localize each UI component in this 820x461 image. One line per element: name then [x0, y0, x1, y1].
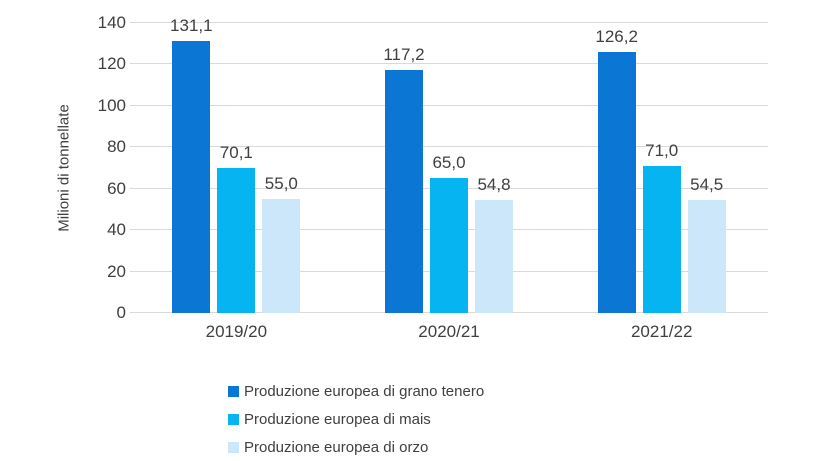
bar-value-label: 54,8	[477, 174, 511, 194]
legend-swatch	[228, 441, 239, 453]
bar-slot: 65,0	[430, 153, 468, 313]
bar-slot: 54,5	[687, 175, 726, 313]
x-axis-labels: 2019/20 2020/21 2021/22	[130, 322, 768, 342]
legend-label: Produzione europea di grano tenero	[244, 382, 485, 400]
bar	[385, 70, 423, 313]
legend-swatch	[228, 385, 239, 397]
x-axis-label-2019/20: 2019/20	[205, 322, 268, 341]
bar-slot: 131,1	[170, 16, 213, 313]
bar-value-label: 131,1	[170, 16, 213, 36]
y-tick-label-20: 20	[107, 261, 126, 281]
bar	[172, 41, 211, 313]
legend: Produzione europea di grano tenero Produz…	[228, 377, 484, 461]
y-tick-label-60: 60	[107, 178, 126, 198]
bar-slot: 126,2	[595, 27, 638, 313]
y-axis-tick-labels: 0 20 40 60 80 100 120 140	[0, 13, 126, 322]
bar-slot: 71,0	[642, 141, 681, 313]
legend-item: Produzione europea di mais	[228, 405, 484, 433]
bar	[642, 165, 681, 313]
bar-value-label: 55,0	[264, 174, 298, 194]
gridline-80	[130, 146, 768, 148]
bar-group-2019/20: 131,1 70,1 55,0	[130, 16, 343, 313]
bar-value-label: 70,1	[219, 142, 253, 162]
legend-item: Produzione europea di orzo	[228, 433, 484, 461]
bar	[597, 51, 636, 313]
gridline-100	[130, 104, 768, 106]
y-tick-label-40: 40	[107, 220, 126, 240]
gridline-120	[130, 63, 768, 65]
bar-group-2021/22: 126,2 71,0 54,5	[555, 23, 768, 313]
legend-label: Produzione europea di orzo	[244, 438, 429, 456]
bar	[430, 178, 468, 313]
bar-slot: 70,1	[217, 143, 256, 313]
bar-value-label: 54,5	[690, 175, 724, 195]
bar-slot: 55,0	[262, 174, 301, 313]
y-tick-label-80: 80	[107, 137, 126, 157]
bar-group-2020/21: 117,2 65,0 54,8	[343, 23, 556, 313]
y-tick-label-120: 120	[97, 54, 126, 74]
bar-value-label: 65,0	[432, 153, 466, 173]
gridline-140	[130, 22, 768, 23]
x-axis-label-2021/22: 2021/22	[630, 322, 693, 341]
bar	[217, 167, 256, 313]
legend-swatch	[228, 413, 239, 425]
y-tick-label-100: 100	[97, 95, 126, 115]
bar-value-label: 126,2	[595, 26, 638, 46]
bar	[262, 199, 301, 313]
y-tick-label-140: 140	[97, 13, 126, 32]
bars-layer: 131,1 70,1 55,0 117,2 65,0 54,8 126,2 71,0 54,5	[130, 16, 768, 313]
bar-slot: 54,8	[475, 175, 513, 313]
legend-label: Produzione europea di mais	[244, 410, 431, 428]
bar-value-label: 71,0	[645, 140, 679, 160]
plot-area: 131,1 70,1 55,0 117,2 65,0 54,8 126,2 71,0 54,5	[130, 16, 768, 313]
legend-item: Produzione europea di grano tenero	[228, 377, 484, 405]
y-tick-label-0: 0	[116, 303, 126, 322]
bar	[475, 199, 513, 313]
bar	[687, 200, 726, 313]
x-axis-label-2020/21: 2020/21	[418, 322, 480, 341]
bar-value-label: 117,2	[383, 45, 425, 65]
bar-slot: 117,2	[383, 45, 425, 313]
